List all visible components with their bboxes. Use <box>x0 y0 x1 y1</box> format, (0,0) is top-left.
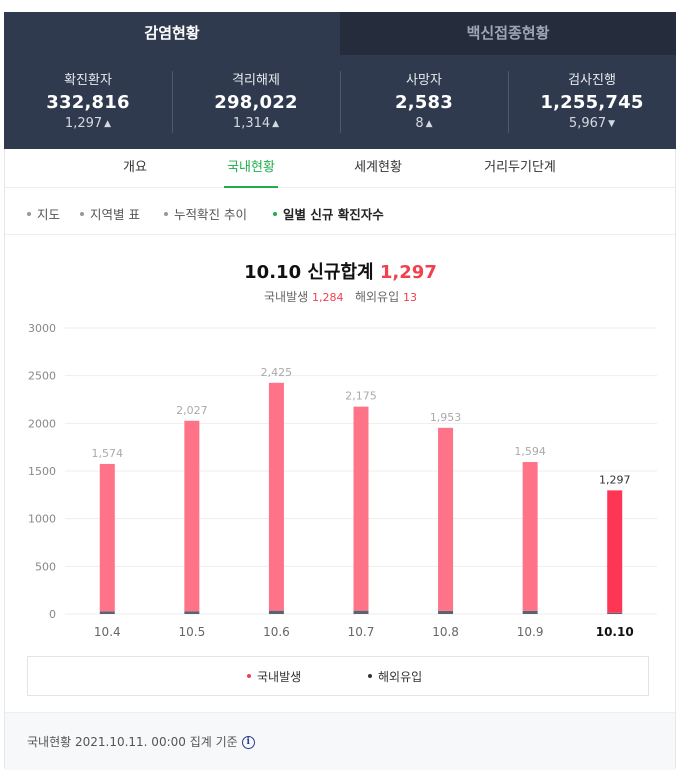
domestic-label: 국내발생 <box>264 290 309 304</box>
x-tick-label: 10.8 <box>432 625 459 639</box>
bar-overseas <box>184 611 200 614</box>
bar-domestic <box>353 406 369 611</box>
bar-overseas <box>99 611 115 614</box>
legend-dot-domestic <box>247 673 251 678</box>
sub-tabs: 개요 국내현황 세계현황 거리두기단계 <box>5 149 675 188</box>
main-tabs: 감염현황 백신접종현황 <box>4 12 676 55</box>
y-tick-label: 0 <box>49 608 56 621</box>
stat-deaths: 사망자 2,583 8 ▲ <box>340 55 508 149</box>
stat-released: 격리해제 298,022 1,314 ▲ <box>172 55 340 149</box>
headline-date: 10.10 <box>244 262 302 283</box>
x-tick-label: 10.4 <box>94 625 121 639</box>
x-tick-label: 10.7 <box>348 625 375 639</box>
chart-legend: 국내발생 해외유입 <box>27 656 649 696</box>
stat-delta: 5,967 ▼ <box>568 116 616 131</box>
bar-domestic <box>184 420 200 612</box>
daily-cases-chart: 0 500 1000 1500 2000 2500 3000 1,574 10.4 2,027 10… <box>28 322 657 639</box>
legend-domestic: 국내발생 <box>247 668 301 685</box>
tab-vaccination-status[interactable]: 백신접종현황 <box>340 12 676 55</box>
stat-delta: 8 ▲ <box>415 116 433 131</box>
bar-domestic <box>522 462 538 611</box>
triangle-up-icon: ▲ <box>272 119 280 129</box>
bar-domestic <box>268 382 284 611</box>
x-tick-label: 10.9 <box>517 625 544 639</box>
bar-overseas <box>607 612 623 614</box>
stat-testing: 검사진행 1,255,745 5,967 ▼ <box>508 55 676 149</box>
stats-summary: 확진환자 332,816 1,297 ▲ 격리해제 298,022 1,314 ▲ … <box>4 55 676 149</box>
tab-distancing-level[interactable]: 거리두기단계 <box>484 160 556 175</box>
triangle-up-icon: ▲ <box>425 119 433 129</box>
data-timestamp: 국내현황 2021.10.11. 00:00 집계 기준 i <box>27 733 255 750</box>
stat-value: 2,583 <box>395 92 453 113</box>
view-filters: 지도 지역별 표 누적확진 추이 일별 신규 확진자수 <box>5 188 675 235</box>
chart-headline: 10.10 신규합계 1,297 <box>0 258 681 284</box>
tab-overview[interactable]: 개요 <box>123 160 147 175</box>
stat-delta: 1,314 ▲ <box>232 116 280 131</box>
overseas-value: 13 <box>402 291 417 304</box>
legend-dot-overseas <box>368 673 372 678</box>
stat-label: 검사진행 <box>568 73 616 88</box>
bar-overseas <box>353 610 369 614</box>
stat-value: 1,255,745 <box>540 92 644 113</box>
data-footer: 국내현황 2021.10.11. 00:00 집계 기준 i <box>5 712 675 770</box>
panel-frame <box>4 12 676 769</box>
bullet-icon <box>273 211 277 216</box>
status-header: 감염현황 백신접종현황 확진환자 332,816 1,297 ▲ 격리해제 298… <box>4 12 676 149</box>
y-tick-label: 3000 <box>28 322 56 335</box>
bar-domestic <box>607 490 623 613</box>
bullet-icon <box>80 211 84 216</box>
filter-region-table[interactable]: 지역별 표 <box>80 204 140 223</box>
chart-subline: 국내발생 1,284 해외유입 13 <box>0 288 681 305</box>
filter-map[interactable]: 지도 <box>27 204 60 223</box>
bar-value-label: 2,175 <box>345 390 377 403</box>
headline-title: 신규합계 <box>307 262 374 283</box>
y-tick-label: 2000 <box>28 417 56 430</box>
bar-value-label: 1,297 <box>599 473 631 486</box>
filter-cumulative-trend[interactable]: 누적확진 추이 <box>164 204 247 223</box>
y-tick-label: 1000 <box>28 513 56 526</box>
bar-value-label: 2,425 <box>261 366 293 379</box>
x-tick-label: 10.10 <box>596 625 634 639</box>
stat-label: 격리해제 <box>232 73 280 88</box>
stat-value: 298,022 <box>214 92 298 113</box>
stat-label: 사망자 <box>406 73 442 88</box>
tab-domestic[interactable]: 국내현황 <box>224 149 278 188</box>
x-tick-label: 10.5 <box>178 625 205 639</box>
stat-label: 확진환자 <box>64 73 112 88</box>
overseas-label: 해외유입 <box>354 290 400 304</box>
tab-infection-status[interactable]: 감염현황 <box>4 12 340 55</box>
legend-overseas: 해외유입 <box>368 668 422 685</box>
bar-value-label: 1,953 <box>430 411 462 424</box>
stat-delta: 1,297 ▲ <box>64 116 112 131</box>
bar-value-label: 2,027 <box>176 404 208 417</box>
bar-overseas <box>268 610 284 614</box>
y-tick-label: 500 <box>35 560 56 573</box>
bullet-icon <box>27 211 31 216</box>
y-tick-label: 2500 <box>28 370 56 383</box>
filter-daily-new-cases[interactable]: 일별 신규 확진자수 <box>273 204 384 223</box>
tab-world[interactable]: 세계현황 <box>354 160 402 175</box>
bar-overseas <box>522 610 538 614</box>
info-icon[interactable]: i <box>241 736 255 749</box>
triangle-up-icon: ▲ <box>104 119 112 129</box>
bar-value-label: 1,574 <box>92 447 124 460</box>
triangle-down-icon: ▼ <box>608 119 616 129</box>
headline-total: 1,297 <box>379 262 437 283</box>
y-tick-label: 1500 <box>28 465 56 478</box>
bar-domestic <box>99 463 115 612</box>
bullet-icon <box>164 211 168 216</box>
bar-domestic <box>438 427 454 611</box>
domestic-value: 1,284 <box>312 291 344 304</box>
x-tick-label: 10.6 <box>263 625 290 639</box>
stat-value: 332,816 <box>46 92 130 113</box>
bar-value-label: 1,594 <box>514 445 546 458</box>
bar-overseas <box>438 610 454 614</box>
stat-confirmed: 확진환자 332,816 1,297 ▲ <box>4 55 172 149</box>
